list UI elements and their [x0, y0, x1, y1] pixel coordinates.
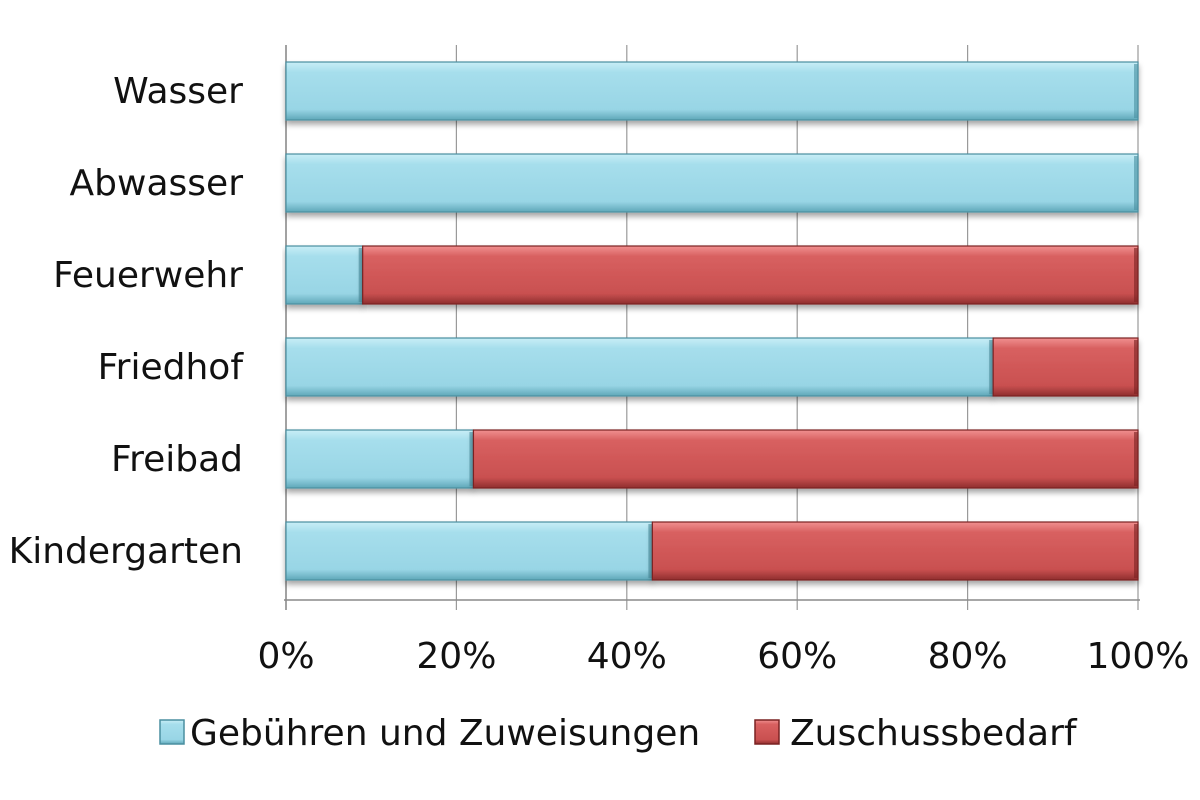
- legend: Gebühren und Zuweisungen Zuschussbedarf: [159, 713, 1078, 754]
- x-axis-tick-labels: 0% 20% 40% 60% 80% 100%: [257, 636, 1189, 677]
- legend-swatch-0: [159, 719, 185, 745]
- bar-zuschuss-friedhof: [992, 337, 1139, 397]
- x-tick-label-1: 20%: [416, 636, 496, 677]
- x-tick-label-4: 80%: [928, 636, 1008, 677]
- bar-cap-1-4: [1134, 432, 1138, 486]
- bar-cap-0-2: [358, 248, 363, 302]
- bar-cap-0-4: [469, 432, 474, 486]
- bar-zuschuss-kindergarten: [651, 521, 1139, 581]
- category-label-abwasser: Abwasser: [70, 163, 244, 204]
- bar-gebuehren-wasser: [285, 61, 1139, 121]
- bar-gebuehren-abwasser: [285, 153, 1139, 213]
- bar-cap-1-5: [1134, 524, 1138, 578]
- bar-zuschuss-freibad: [472, 429, 1139, 489]
- bar-cap-1-3: [1134, 340, 1138, 394]
- bars: [285, 61, 1139, 581]
- x-tick-label-2: 40%: [587, 636, 667, 677]
- category-label-kindergarten: Kindergarten: [9, 531, 243, 572]
- category-label-freibad: Freibad: [111, 439, 243, 480]
- bar-cap-0-0: [1134, 64, 1138, 118]
- category-label-feuerwehr: Feuerwehr: [53, 255, 243, 296]
- gridlines: [284, 45, 1140, 610]
- category-label-wasser: Wasser: [113, 71, 243, 112]
- bar-cap-0-1: [1134, 156, 1138, 210]
- legend-label-1: Zuschussbedarf: [790, 713, 1078, 754]
- x-tick-label-3: 60%: [757, 636, 837, 677]
- bar-zuschuss-feuerwehr: [362, 245, 1139, 305]
- bar-gebuehren-feuerwehr: [285, 245, 364, 305]
- bar-gebuehren-friedhof: [285, 337, 994, 397]
- bar-gebuehren-freibad: [285, 429, 475, 489]
- bar-cap-0-3: [989, 340, 994, 394]
- bar-gebuehren-kindergarten: [285, 521, 653, 581]
- category-label-friedhof: Friedhof: [98, 347, 245, 388]
- x-tick-label-0: 0%: [257, 636, 314, 677]
- legend-label-0: Gebühren und Zuweisungen: [190, 713, 700, 754]
- bar-cap-0-5: [648, 524, 653, 578]
- legend-swatch-1: [754, 719, 780, 745]
- category-labels: Wasser Abwasser Feuerwehr Friedhof Freibad Ki…: [9, 71, 245, 572]
- bar-cap-1-2: [1134, 248, 1138, 302]
- x-tick-label-5: 100%: [1087, 636, 1190, 677]
